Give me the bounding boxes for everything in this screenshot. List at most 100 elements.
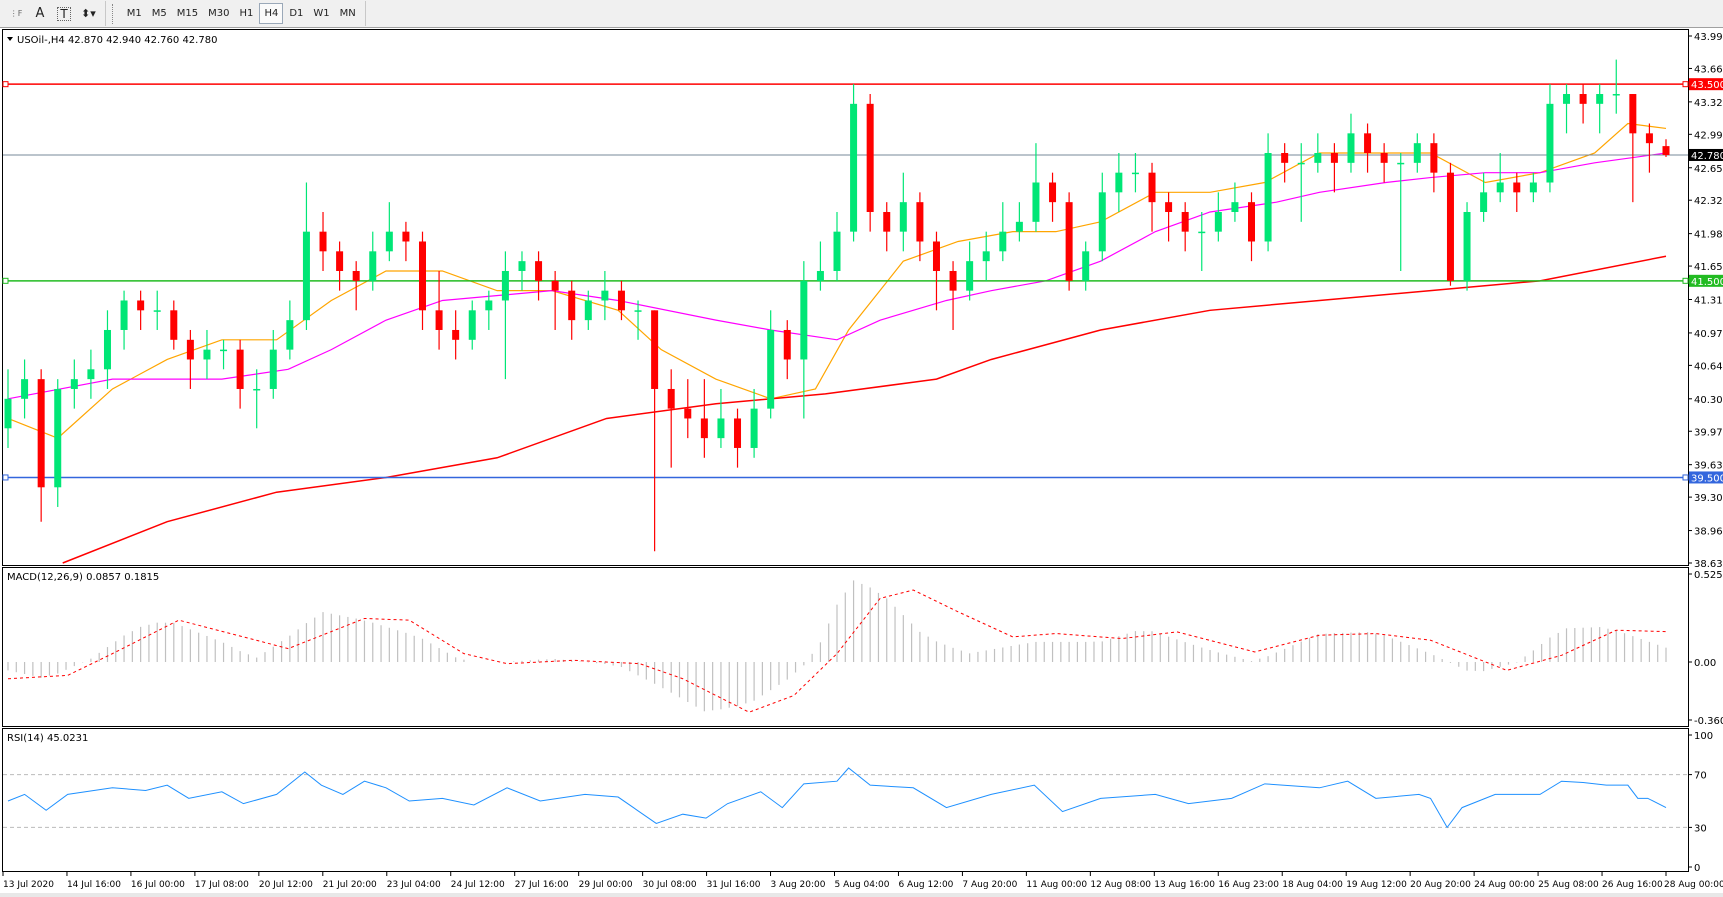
level-price-label: 43.500 xyxy=(1691,80,1723,91)
timeframe-h4[interactable]: H4 xyxy=(259,3,284,24)
candle xyxy=(1098,172,1106,262)
time-tick-label: 23 Jul 04:00 xyxy=(387,880,441,890)
candle xyxy=(551,270,559,330)
candle-body xyxy=(551,280,559,291)
arrows-icon[interactable]: ⬍▾ xyxy=(81,7,96,20)
candle xyxy=(1148,162,1156,232)
time-axis[interactable]: 13 Jul 2020 14 Jul 16:00 16 Jul 00:00 17 Ju… xyxy=(2,872,1723,890)
candle-body xyxy=(1596,94,1604,104)
candle xyxy=(1446,162,1454,286)
level-handle[interactable] xyxy=(2,474,9,481)
candle-body xyxy=(932,241,940,271)
rsi-axis-label: 70 xyxy=(1694,771,1707,782)
candle-body xyxy=(1330,153,1338,163)
timeframe-m1[interactable]: M1 xyxy=(126,8,142,19)
level-handle[interactable] xyxy=(1682,474,1689,481)
level-price-tag xyxy=(1689,78,1723,91)
candle xyxy=(1231,182,1239,222)
candle-body xyxy=(1214,211,1222,232)
time-tick-label: 28 Aug 00:00 xyxy=(1664,880,1723,890)
candle-body xyxy=(269,349,277,389)
candle xyxy=(1430,133,1438,193)
timeframe-mn[interactable]: MN xyxy=(339,8,356,19)
toolbar-grip[interactable] xyxy=(111,3,116,24)
level-price-label: 39.500 xyxy=(1691,473,1723,484)
time-tick-label: 31 Jul 16:00 xyxy=(707,880,761,890)
candle-body xyxy=(1629,94,1637,134)
candle xyxy=(800,261,808,419)
collapse-triangle-icon[interactable] xyxy=(7,37,13,41)
candle-body xyxy=(1496,182,1504,193)
candle xyxy=(1612,59,1620,114)
timeframe-h1[interactable]: H1 xyxy=(239,8,254,19)
level-price-label: 41.500 xyxy=(1691,277,1723,288)
macd-panel: 0.5257 0.00 -0.3603 xyxy=(7,570,1723,727)
timeframe-d1[interactable]: D1 xyxy=(289,8,304,19)
candle xyxy=(485,290,493,330)
candle xyxy=(966,241,974,301)
price-axis[interactable]: 43.990 43.660 43.320 42.990 42.650 42.320 41.9… xyxy=(1688,32,1723,570)
candle xyxy=(783,320,791,380)
time-tick-label: 27 Jul 16:00 xyxy=(515,880,569,890)
candle xyxy=(302,182,310,330)
candle-body xyxy=(1529,182,1537,193)
candle-body xyxy=(21,379,29,399)
timeframe-w1[interactable]: W1 xyxy=(313,8,330,19)
candle-body xyxy=(1098,192,1106,252)
candle-body xyxy=(783,329,791,360)
candle-body xyxy=(734,418,742,448)
candle-body xyxy=(617,290,625,311)
time-tick-label: 6 Aug 12:00 xyxy=(898,880,953,890)
candle-body xyxy=(352,270,360,281)
ma-fast-line xyxy=(7,122,1667,439)
candle-body xyxy=(286,320,294,350)
candle xyxy=(767,310,775,419)
candle-body xyxy=(1165,202,1173,212)
candle-body xyxy=(816,270,824,281)
text-label-icon[interactable]: T xyxy=(57,6,71,21)
candle xyxy=(87,349,95,399)
candle-body xyxy=(1065,202,1073,281)
level-handle[interactable] xyxy=(1682,277,1689,284)
candle-body xyxy=(1347,133,1355,163)
candle-body xyxy=(452,329,460,340)
time-tick-label: 16 Aug 23:00 xyxy=(1218,880,1279,890)
time-tick-label: 17 Jul 08:00 xyxy=(195,880,249,890)
time-tick-label: 13 Aug 16:00 xyxy=(1154,880,1215,890)
time-tick-label: 18 Aug 04:00 xyxy=(1282,880,1343,890)
candle xyxy=(568,280,576,340)
candle xyxy=(850,84,858,242)
price-tick-label: 42.650 xyxy=(1694,164,1723,175)
candle-body xyxy=(103,329,111,370)
grid-lines-icon[interactable]: ⋮F xyxy=(9,9,23,18)
candle xyxy=(816,241,824,291)
candle xyxy=(617,280,625,321)
candle-body xyxy=(800,280,808,360)
candle-body xyxy=(1115,172,1123,193)
candle xyxy=(419,231,426,330)
candle xyxy=(1463,202,1471,291)
candle xyxy=(70,359,78,409)
candle xyxy=(1032,143,1040,232)
candle xyxy=(319,211,327,271)
timeframe-m15[interactable]: M15 xyxy=(176,8,199,19)
candle-body xyxy=(435,310,443,330)
timeframe-m5[interactable]: M5 xyxy=(151,8,167,19)
timeframe-m30[interactable]: M30 xyxy=(208,8,230,19)
text-icon[interactable]: A xyxy=(35,6,45,21)
candle xyxy=(1579,84,1587,124)
candle xyxy=(634,300,642,340)
level-handle[interactable] xyxy=(2,81,9,88)
candle-body xyxy=(468,310,476,340)
level-handle[interactable] xyxy=(1682,81,1689,88)
candle-body xyxy=(518,261,526,271)
candle xyxy=(1380,143,1388,183)
candle-body xyxy=(236,349,244,389)
candle xyxy=(452,310,460,360)
candle xyxy=(236,339,244,409)
candle xyxy=(1629,94,1637,203)
candle xyxy=(352,261,360,311)
candle xyxy=(1065,192,1073,291)
level-handle[interactable] xyxy=(2,277,9,284)
